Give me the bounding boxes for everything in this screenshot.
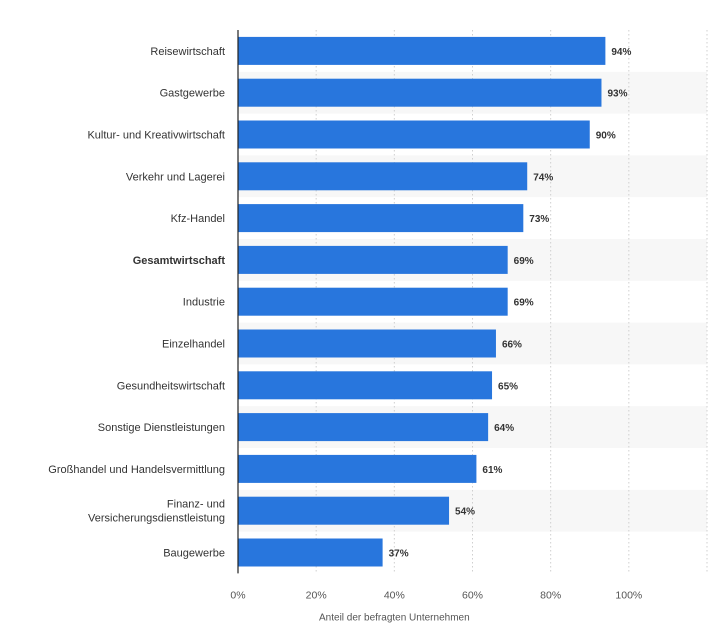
category-label-line: Gesamtwirtschaft (133, 255, 226, 267)
category-label-line: Gesundheitswirtschaft (117, 380, 225, 392)
value-label: 37% (389, 549, 409, 560)
value-label: 54% (455, 507, 475, 518)
bar (238, 120, 590, 149)
category-label: Einzelhandel (162, 339, 225, 351)
x-tick-label: 0% (230, 589, 245, 601)
category-label-line: Industrie (183, 297, 225, 309)
category-label-line: Sonstige Dienstleistungen (98, 422, 225, 434)
category-label-line: Kultur- und Kreativwirtschaft (87, 130, 225, 142)
category-label-line: Baugewerbe (163, 548, 225, 560)
category-label: Gastgewerbe (160, 88, 225, 100)
category-label-line: Einzelhandel (162, 339, 225, 351)
category-label: Sonstige Dienstleistungen (98, 422, 225, 434)
bar (238, 78, 602, 107)
category-label: Baugewerbe (163, 548, 225, 560)
category-label: Kultur- und Kreativwirtschaft (87, 130, 225, 142)
x-tick-label: 40% (384, 589, 405, 601)
value-label: 69% (514, 256, 534, 267)
x-tick-labels: 0% 20% 40% 60% 80% 100% (230, 589, 642, 601)
category-label-line: Gastgewerbe (160, 88, 225, 100)
category-label-line: Reisewirtschaft (150, 46, 225, 58)
category-label: Industrie (183, 297, 225, 309)
category-label: Gesamtwirtschaft (133, 255, 226, 267)
bar (238, 329, 496, 358)
x-axis-title: Anteil der befragten Unternehmen (319, 612, 470, 623)
bar (238, 36, 606, 65)
category-label-line: Kfz-Handel (171, 213, 225, 225)
bar (238, 287, 508, 316)
category-label: Kfz-Handel (171, 213, 225, 225)
x-tick-label: 80% (540, 589, 561, 601)
bar (238, 538, 383, 567)
category-label-line: Versicherungsdienstleistung (88, 513, 225, 525)
bar (238, 454, 477, 483)
value-label: 61% (482, 465, 502, 476)
value-label: 65% (498, 381, 518, 392)
category-label-line: Großhandel und Handelsvermittlung (48, 464, 225, 476)
category-label-line: Verkehr und Lagerei (126, 171, 225, 183)
x-tick-label: 20% (306, 589, 327, 601)
bar (238, 245, 508, 274)
value-label: 94% (611, 47, 631, 58)
bar (238, 371, 493, 400)
category-label-line: Finanz- und (167, 499, 225, 511)
value-label: 64% (494, 423, 514, 434)
category-labels: Reisewirtschaft Gastgewerbe Kultur- und Kr… (48, 46, 225, 560)
category-label: Reisewirtschaft (150, 46, 225, 58)
x-tick-label: 100% (615, 589, 642, 601)
category-label: Finanz- und Versicherungsdienstleistung (88, 499, 225, 525)
value-label: 93% (607, 89, 627, 100)
category-label: Verkehr und Lagerei (126, 171, 225, 183)
bar (238, 413, 489, 442)
value-label: 66% (502, 340, 522, 351)
bar (238, 204, 524, 233)
bar (238, 496, 450, 525)
value-label: 74% (533, 172, 553, 183)
bars (238, 36, 606, 567)
category-label: Gesundheitswirtschaft (117, 380, 225, 392)
x-tick-label: 60% (462, 589, 483, 601)
value-labels: 94% 93% 90% 74% 73% 69% 69% 66% 65% 64% 61% 54% 37% (389, 47, 632, 560)
category-label: Großhandel und Handelsvermittlung (48, 464, 225, 476)
value-label: 90% (596, 131, 616, 142)
value-label: 69% (514, 298, 534, 309)
value-label: 73% (529, 214, 549, 225)
bar (238, 162, 528, 191)
